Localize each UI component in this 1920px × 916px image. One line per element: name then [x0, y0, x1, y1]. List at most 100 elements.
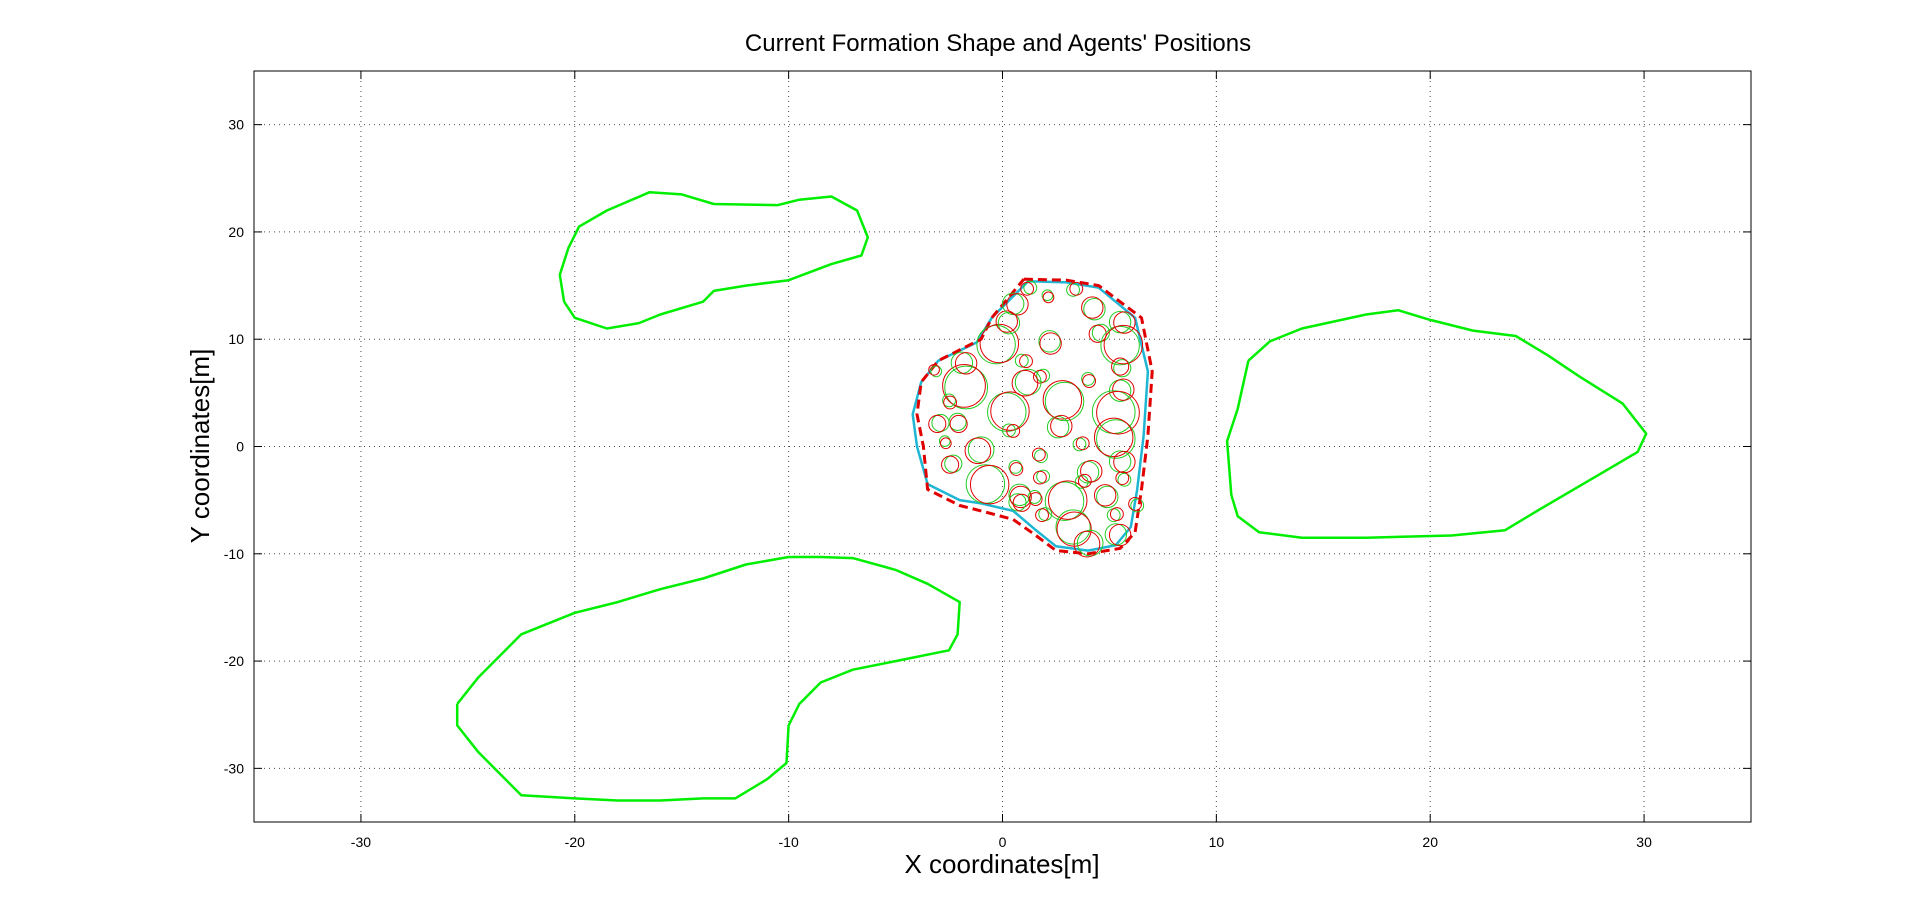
agent-target-marker: [1031, 447, 1046, 462]
agent-target-marker: [1073, 530, 1101, 558]
agent-target-marker: [1020, 281, 1035, 296]
agent-target-marker: [1093, 484, 1117, 507]
agent-target-marker: [928, 414, 947, 434]
agent-current-marker: [948, 412, 967, 431]
agent-current-marker: [1100, 325, 1140, 366]
agent-target-marker: [1093, 417, 1134, 458]
agent-current-marker: [1096, 485, 1119, 509]
agent-target-marker: [1082, 374, 1097, 388]
agent-current-marker: [944, 365, 989, 410]
agent-target-marker: [939, 437, 952, 450]
agent-current-marker: [1044, 481, 1085, 521]
x-axis-label: X coordinates[m]: [904, 849, 1099, 879]
agent-target-marker: [1006, 424, 1021, 438]
agent-target-marker: [990, 391, 1030, 431]
y-tick-label: -20: [224, 653, 244, 669]
agent-target-marker: [1033, 369, 1047, 384]
agent-target-marker: [1112, 378, 1135, 401]
agent-current-marker: [942, 393, 956, 408]
y-tick-label: 10: [228, 331, 244, 347]
y-tick-label: 20: [228, 224, 244, 240]
x-tick-label: -10: [779, 834, 799, 850]
y-tick-label: 30: [228, 117, 244, 133]
agent-target-marker: [942, 363, 986, 408]
x-tick-label: 0: [999, 834, 1007, 850]
agent-current-marker: [967, 436, 995, 464]
plot-data: [455, 190, 1648, 802]
agent-target-marker: [1077, 473, 1092, 488]
agent-target-marker: [1113, 311, 1136, 334]
agent-current-marker: [1027, 490, 1042, 504]
agent-target-marker: [1088, 324, 1107, 343]
chart-title: Current Formation Shape and Agents' Posi…: [745, 30, 1251, 57]
agent-current-marker: [1002, 423, 1016, 438]
agent-target-marker: [1096, 390, 1140, 435]
agent-target-marker: [1006, 293, 1029, 316]
agent-current-marker: [1044, 381, 1085, 422]
agent-current-marker: [1008, 493, 1027, 512]
obstacle-line: [1225, 308, 1648, 539]
agent-target-marker: [1033, 470, 1047, 485]
agent-target-marker: [1009, 462, 1024, 476]
agent-current-marker: [938, 435, 951, 447]
x-tick-label: 20: [1422, 834, 1438, 850]
agent-target-marker: [1069, 281, 1084, 296]
agent-target-marker: [928, 363, 940, 376]
agent-target-marker: [979, 323, 1020, 364]
agent-target-marker: [1011, 369, 1039, 397]
formation-target-line: [915, 277, 1154, 556]
y-axis-label: Y coordinates[m]: [185, 349, 215, 544]
agent-target-marker: [1109, 507, 1124, 522]
y-tick-label: -10: [224, 546, 244, 562]
agent-target-marker: [1009, 485, 1032, 509]
agent-current-marker: [1076, 529, 1104, 557]
agent-target-marker: [1113, 450, 1136, 474]
agent-current-marker: [1038, 330, 1061, 353]
agent-target-marker: [1028, 492, 1043, 506]
agent-current-marker: [997, 311, 1021, 335]
agent-target-marker: [1047, 480, 1088, 520]
agent-current-marker: [1081, 371, 1095, 386]
agent-target-marker: [1042, 380, 1083, 420]
agent-target-marker: [964, 437, 992, 465]
agent-current-marker: [1130, 498, 1145, 513]
x-tick-label: -20: [565, 834, 585, 850]
agent-target-marker: [1039, 332, 1062, 355]
obstacle-line: [455, 555, 961, 802]
y-tick-label: 0: [236, 439, 244, 455]
agent-target-marker: [1050, 414, 1073, 438]
agent-target-marker: [954, 352, 978, 375]
agent-target-marker: [943, 395, 958, 410]
agent-current-marker: [930, 365, 943, 378]
agent-current-marker: [1034, 449, 1048, 464]
agent-current-marker: [1014, 368, 1042, 396]
agent-current-marker: [1096, 419, 1136, 459]
agent-current-marker: [976, 324, 1016, 365]
axis-ticks: -30 -20 -10 0 10 20 30 30 20 10 0 -10 -20 -30: [224, 71, 1751, 850]
agent-current-marker: [1014, 353, 1029, 368]
agent-target-marker: [1111, 357, 1130, 376]
agent-target-marker: [1042, 291, 1055, 304]
agent-target-marker: [1081, 296, 1104, 319]
agent-current-marker: [1055, 509, 1091, 545]
agent-target-marker: [1108, 523, 1132, 547]
agent-target-marker: [1128, 496, 1143, 511]
obstacle-line: [558, 190, 870, 330]
agent-target-marker: [969, 464, 1010, 505]
x-tick-label: 10: [1209, 834, 1225, 850]
x-tick-label: -30: [351, 834, 371, 850]
agent-target-marker: [1035, 508, 1049, 523]
agent-target-marker: [1115, 471, 1130, 486]
agent-current-marker: [1008, 459, 1023, 474]
y-tick-label: -30: [224, 760, 244, 776]
agent-target-marker: [1019, 354, 1033, 369]
agent-target-marker: [1075, 436, 1090, 451]
agent-target-marker: [941, 455, 960, 474]
agent-current-marker: [1113, 359, 1132, 378]
agent-target-marker: [1103, 324, 1144, 365]
agent-current-marker: [1046, 415, 1070, 439]
agent-current-marker: [1041, 289, 1054, 302]
grid-lines: [254, 71, 1751, 822]
agent-target-marker: [949, 414, 968, 434]
